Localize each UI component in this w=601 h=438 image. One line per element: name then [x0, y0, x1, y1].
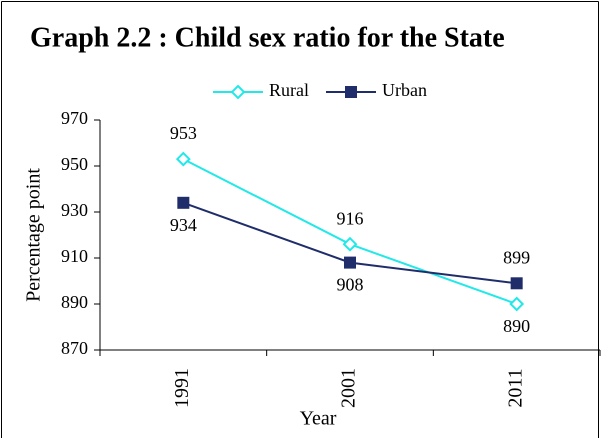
point: [344, 256, 356, 269]
legend-label: Rural: [269, 80, 309, 100]
point: [177, 196, 190, 209]
data-label: 890: [503, 316, 530, 336]
data-label: 916: [337, 208, 364, 228]
point: [175, 151, 191, 167]
y-tick-label: 870: [61, 338, 88, 358]
y-axis-label: Percentage point: [23, 168, 45, 302]
data-label: 908: [337, 275, 364, 295]
legend-label: Urban: [382, 80, 427, 100]
x-tick-label: 2011: [504, 368, 526, 407]
y-tick-label: 930: [61, 200, 88, 220]
chart-title: Graph 2.2 : Child sex ratio for the Stat…: [30, 22, 505, 53]
y-tick-label: 970: [61, 108, 88, 128]
point: [342, 236, 358, 252]
point: [510, 277, 523, 290]
x-tick-label: 2001: [338, 368, 360, 408]
legend-marker: [230, 84, 246, 100]
y-tick-label: 910: [61, 246, 88, 266]
y-tick-label: 950: [61, 154, 88, 174]
data-label: 934: [170, 215, 197, 235]
legend-marker: [345, 86, 357, 98]
point: [509, 296, 525, 312]
data-label: 899: [503, 247, 530, 267]
y-tick-label: 890: [61, 292, 88, 312]
x-axis-label: Year: [300, 408, 337, 430]
data-label: 953: [170, 123, 197, 143]
x-tick-label: 1991: [171, 368, 193, 408]
